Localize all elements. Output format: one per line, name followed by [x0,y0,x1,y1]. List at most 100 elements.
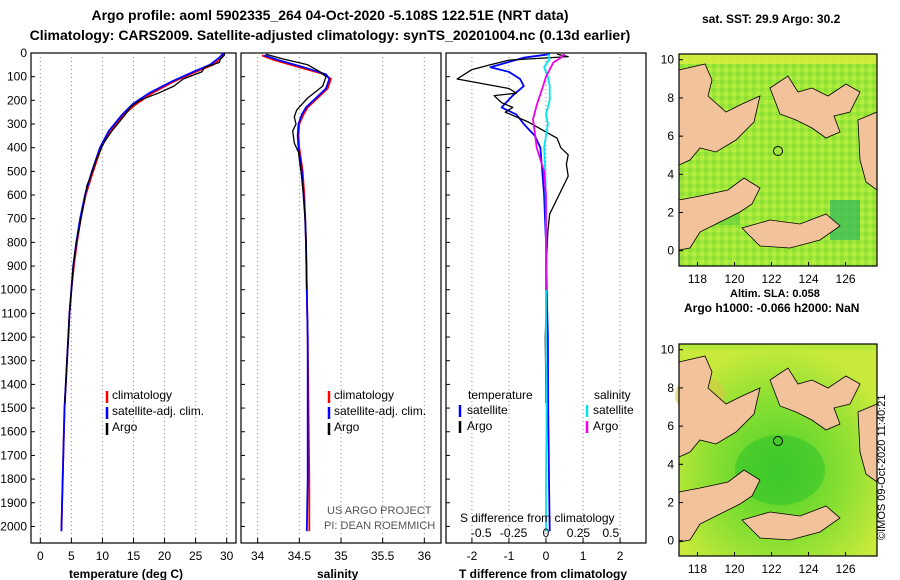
sla_map-ytick-label: 10 [661,343,675,357]
sst_map-ytick-label: 4 [667,167,674,181]
temp-legend-satellite: satellite-adj. clim. [112,404,204,418]
s-difference-tick-label: 0 [543,526,550,540]
s-difference-tick-label: 0.5 [602,526,619,540]
sal-legend-argo: Argo [334,420,360,434]
temperature-xtick-label: 15 [127,549,141,563]
sla-land-flores [678,469,761,543]
sla-map-frame [678,343,878,557]
sal-legend-satellite: satellite-adj. clim. [334,404,426,418]
diff-legend-s-argo: Argo [593,419,619,433]
sst-argo-marker [773,146,783,156]
difference-xtick-label: 1 [580,549,587,563]
temperature-series-satellite-adj-clim- [60,52,225,532]
difference-series-t-satellite [489,53,551,532]
temperature-xtick-label: 10 [96,549,110,563]
sst_map-ytick-label: 6 [667,129,674,143]
imos-credit: ©IMOS 09-Oct-2020 11:40:21 [876,394,888,540]
sst_map-xtick-label: 124 [799,272,819,286]
temp-legend-climatology: climatology [112,388,172,402]
depth-tick-label: 400 [7,141,27,155]
depth-tick-label: 600 [7,188,27,202]
sst-map-frame [678,53,878,267]
sst_map-ytick-label: 2 [667,206,674,220]
diff-legend-s-satellite: satellite [593,403,634,417]
diff-legend-t-argo: Argo [467,419,493,433]
diff-legend-temperature-title: temperature [468,388,533,402]
difference-series-s-argo [532,53,566,290]
sla-map-title-2: Argo h1000: -0.066 h2000: NaN [684,301,859,315]
sal-legend-climatology: climatology [334,388,394,402]
sla_map-ytick-label: 4 [667,457,674,471]
diff-legend-salinity-title: salinity [594,388,631,402]
temp-legend-argo: Argo [112,420,138,434]
depth-tick-label: 1000 [0,283,27,297]
depth-tick-label: 500 [7,164,27,178]
temperature-xtick-label: 5 [68,549,75,563]
depth-tick-label: 1200 [0,330,27,344]
sla_map-ytick-label: 8 [667,381,674,395]
depth-tick-label: 1500 [0,401,27,415]
sla-land-borneo [678,355,761,458]
sla_map-ytick-label: 2 [667,496,674,510]
sst_map-ytick-label: 10 [661,53,675,67]
temperature-series-climatology [60,52,225,532]
sla-land-sulawesi [769,367,861,431]
sst_map-ytick-label: 8 [667,91,674,105]
depth-tick-label: 1300 [0,354,27,368]
sla_map-ytick-label: 6 [667,419,674,433]
temperature-series-argo [64,52,226,404]
difference-series-t-argo [456,53,569,404]
difference-xtick-label: -1 [504,549,515,563]
salinity-xtick-label: 34.5 [288,549,312,563]
sla-land-east [857,403,878,483]
sst-map [678,53,878,267]
salinity-xlabel: salinity [317,567,359,580]
depth-tick-label: 1800 [0,472,27,486]
depth-tick-label: 1100 [1,306,27,320]
depth-tick-label: 1700 [0,448,27,462]
difference-series-s-satellite [543,53,551,532]
difference-xlabel: T difference from climatology [459,567,627,580]
title-line-2: Climatology: CARS2009. Satellite-adjuste… [29,27,631,43]
sst_map-xtick-label: 120 [724,272,744,286]
sst_map-ytick-label: 0 [667,244,674,258]
sla_map-ytick-label: 0 [667,534,674,548]
sst-land-south [741,213,841,249]
salinity-xtick-label: 35.5 [371,549,395,563]
sla_map-xtick-label: 126 [836,562,856,576]
salinity-series-satellite-adj-clim- [264,54,331,532]
depth-tick-label: 300 [7,117,27,131]
depth-tick-label: 900 [7,259,27,273]
depth-tick-label: 1600 [0,425,27,439]
sla-argo-marker [773,436,783,446]
diff-legend-t-satellite: satellite [467,403,508,417]
salinity-xtick-label: 34 [251,549,265,563]
depth-tick-label: 0 [20,46,27,60]
s-difference-tick-label: -0.25 [500,526,528,540]
temperature-xtick-label: 30 [220,549,234,563]
difference-xtick-label: 2 [617,549,624,563]
sla_map-xtick-label: 122 [762,562,782,576]
sst-land-flores [678,177,761,251]
depth-tick-label: 100 [7,70,27,84]
s-difference-tick-label: 0.25 [567,526,591,540]
title-line-1: Argo profile: aoml 5902335_264 04-Oct-20… [91,7,569,23]
sst-land-sulawesi [769,75,861,139]
s-difference-title: S difference from climatology [460,511,615,525]
sla_map-xtick-label: 124 [799,562,819,576]
difference-xtick-label: -2 [467,549,478,563]
salinity-series-argo [265,53,327,290]
depth-tick-label: 1400 [0,377,27,391]
salinity-xtick-label: 35 [334,549,348,563]
sst-map-title: sat. SST: 29.9 Argo: 30.2 [702,12,841,26]
sst-land-borneo [678,63,761,166]
sst_map-xtick-label: 126 [836,272,856,286]
depth-tick-label: 1900 [0,496,27,510]
temperature-xtick-label: 0 [37,549,44,563]
salinity-series-climatology [261,54,332,532]
sst_map-xtick-label: 118 [688,272,707,286]
temperature-xtick-label: 20 [158,549,172,563]
sla-map-title-1: Altim. SLA: 0.058 [730,288,820,300]
sla-map [675,343,878,557]
